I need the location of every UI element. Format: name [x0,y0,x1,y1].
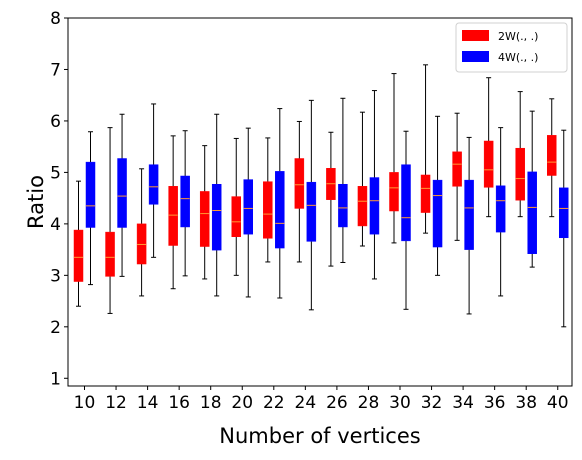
x-tick-label: 28 [358,393,380,413]
box-group [117,113,127,277]
x-tick-label: 24 [295,393,317,413]
box-body [559,187,569,239]
box-group [515,91,525,218]
box-body [199,191,210,247]
x-tick-label: 10 [74,393,96,413]
y-tick-label: 8 [50,9,61,29]
box-group [73,180,84,307]
legend-swatch-2w [462,30,489,41]
box-group [306,99,317,311]
x-tick-label: 32 [421,393,443,413]
box-group [294,120,305,263]
box-group [420,64,431,234]
legend-label-2w: 2W(., .) [498,30,538,43]
box-body [243,179,253,235]
box-group [105,127,115,314]
y-tick-label: 4 [50,215,61,235]
box-body [369,177,380,235]
box-group [136,168,147,297]
legend-label-4w: 4W(., .) [498,51,538,64]
box-group [199,145,210,280]
box-body [495,185,506,233]
x-tick-label: 18 [200,393,222,413]
box-body [294,158,305,209]
box-body [389,172,399,212]
box-body [452,151,462,187]
x-tick-label: 34 [452,393,474,413]
box-body [136,223,147,265]
box-body [515,147,525,201]
box-body [85,161,96,228]
box-group [85,131,96,286]
box-body [231,196,241,237]
y-tick-label: 1 [50,369,61,389]
box-body [401,164,411,242]
box-group [401,130,411,310]
box-group [243,127,253,298]
y-axis-title: Ratio [24,175,48,229]
x-tick-label: 16 [168,393,190,413]
box-body [357,186,368,227]
box-group [231,137,241,276]
plot-frame [67,17,573,387]
box-body [211,183,222,251]
box-body [420,174,431,213]
x-tick-label: 14 [137,393,159,413]
y-tick-label: 2 [50,318,61,338]
box-body [338,183,348,228]
box-body [432,179,443,248]
box-body [527,171,537,254]
y-tick-label: 3 [50,266,61,286]
box-body [117,158,127,228]
x-axis: 10 12 14 16 18 20 22 24 26 28 30 32 34 36 38 40 [74,386,569,413]
box-body [148,164,159,205]
x-tick-label: 22 [263,393,285,413]
legend: 2W(., .) 4W(., .) [455,22,568,73]
box-group [559,129,569,328]
box-group [263,137,273,263]
box-body [547,135,557,176]
legend-swatch-4w [462,51,489,62]
box-group [527,110,537,268]
box-body [105,231,115,277]
box-body [306,181,317,242]
box-group [369,90,380,280]
plot-marks [73,64,569,328]
y-tick-label: 5 [50,163,61,183]
x-axis-title: Number of vertices [219,424,420,448]
x-tick-label: 36 [484,393,506,413]
box-group [483,77,494,218]
box-group [464,136,474,315]
box-body [180,175,190,228]
x-tick-label: 26 [326,393,348,413]
box-group [211,113,222,297]
box-group [326,131,336,267]
x-tick-label: 30 [389,393,411,413]
box-body [73,229,84,282]
box-group [389,73,399,244]
box-body [263,181,273,239]
box-group [180,130,190,277]
box-group [495,127,506,297]
box-body [483,140,494,188]
box-group [452,112,462,241]
box-body [464,179,474,250]
x-tick-label: 38 [515,393,537,413]
box-group [547,98,557,218]
box-group [148,103,159,258]
box-group [338,97,348,263]
box-group [168,135,178,290]
box-group [357,111,368,247]
y-axis: 1 2 3 4 5 6 7 8 [50,9,68,389]
box-body [275,171,285,249]
box-body [168,186,178,246]
x-tick-label: 12 [105,393,127,413]
y-tick-label: 6 [50,112,61,132]
x-tick-label: 20 [231,393,253,413]
box-group [275,108,285,299]
x-tick-label: 40 [547,393,569,413]
box-group [432,115,443,276]
y-tick-label: 7 [50,60,61,80]
